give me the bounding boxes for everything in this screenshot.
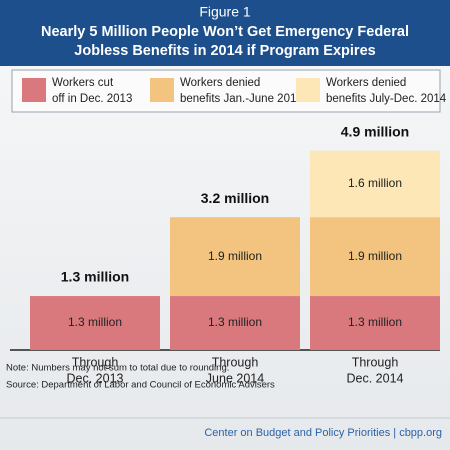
note: Note: Numbers may not sum to total due t… (6, 363, 229, 374)
legend-label: off in Dec. 2013 (52, 93, 132, 105)
total-label: 3.2 million (201, 190, 269, 206)
header-band (0, 0, 450, 66)
total-label: 4.9 million (341, 123, 409, 139)
bar-segment (30, 296, 160, 350)
x-tick-label: Dec. 2013 (67, 371, 124, 385)
legend-swatch (296, 78, 320, 102)
legend-label: benefits July-Dec. 2014 (326, 93, 447, 105)
x-tick-label: June 2014 (206, 371, 264, 385)
value-label: 1.6 million (348, 176, 402, 190)
legend-box (11, 69, 441, 113)
x-tick-label: Dec. 2014 (347, 371, 404, 385)
legend-swatch (150, 78, 174, 102)
legend-label: Workers denied (326, 77, 406, 89)
value-label: 1.3 million (348, 315, 402, 329)
figure-label: Figure 1 (199, 4, 251, 20)
x-tick-label: Through (352, 355, 399, 369)
x-tick-label: Through (72, 355, 119, 369)
bar-segment (310, 296, 440, 350)
value-label: 1.3 million (208, 315, 262, 329)
chart-title: Jobless Benefits in 2014 if Program Expi… (74, 43, 375, 59)
x-tick-label: Through (212, 355, 259, 369)
legend-swatch (22, 78, 46, 102)
legend-label: benefits Jan.-June 2014 (180, 93, 303, 105)
legend-label: Workers cut (52, 77, 114, 89)
chart-title: Nearly 5 Million People Won’t Get Emerge… (41, 24, 409, 40)
note: Source: Department of Labor and Council … (6, 380, 275, 391)
bar-segment (170, 217, 300, 297)
value-label: 1.9 million (348, 249, 402, 263)
footer: Center on Budget and Policy Priorities |… (204, 427, 442, 439)
bar-segment (310, 217, 440, 297)
bar-segment (170, 296, 300, 350)
total-label: 1.3 million (61, 269, 129, 285)
legend-label: Workers denied (180, 77, 260, 89)
value-label: 1.9 million (208, 249, 262, 263)
value-label: 1.3 million (68, 315, 122, 329)
bar-segment (310, 150, 440, 218)
